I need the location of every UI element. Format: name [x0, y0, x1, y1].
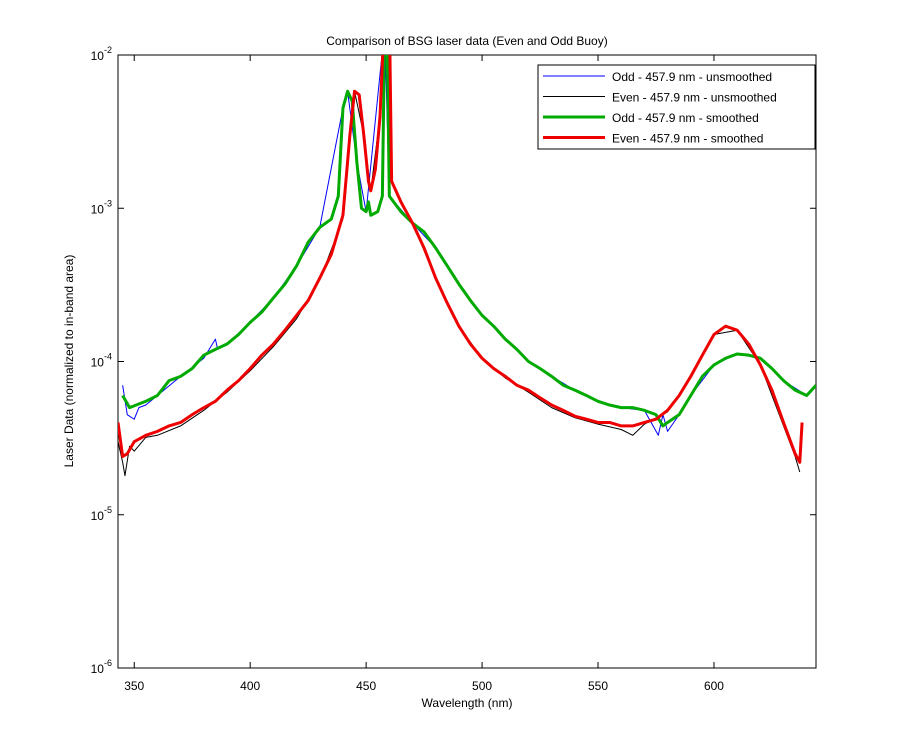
x-tick-label: 400	[240, 679, 260, 693]
x-tick-label: 450	[356, 679, 376, 693]
legend-label: Even - 457.9 nm - smoothed	[612, 132, 763, 146]
legend-label: Odd - 457.9 nm - smoothed	[612, 111, 759, 125]
y-tick-label: 10-6	[91, 658, 112, 676]
series-line	[118, 55, 804, 464]
y-tick-label: 10-4	[91, 352, 112, 370]
plot-lines	[118, 55, 816, 477]
series-line	[121, 55, 816, 428]
legend-label: Even - 457.9 nm - unsmoothed	[612, 91, 777, 105]
legend-label: Odd - 457.9 nm - unsmoothed	[612, 70, 772, 84]
x-tick-label: 550	[588, 679, 608, 693]
y-tick-label: 10-3	[91, 198, 112, 216]
x-tick-label: 500	[472, 679, 492, 693]
x-tick-label: 350	[124, 679, 144, 693]
y-tick-label: 10-5	[91, 505, 112, 523]
y-axis-label: Laser Data (normalized to in-band area)	[62, 255, 76, 468]
y-tick-label: 10-2	[91, 45, 112, 63]
legend-box	[537, 64, 816, 150]
x-tick-label: 600	[704, 679, 724, 693]
x-axis-label: Wavelength (nm)	[422, 696, 513, 710]
chart-title: Comparison of BSG laser data (Even and O…	[326, 34, 607, 48]
